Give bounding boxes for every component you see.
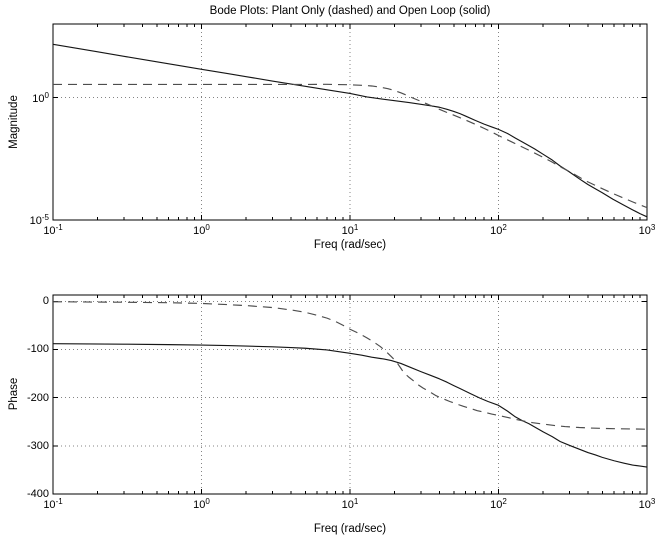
phase-x-tick-label: 103 (638, 497, 656, 511)
magnitude-axes-box (52, 23, 648, 221)
phase-y-tick-label: -400 (26, 488, 49, 500)
phase-y-tick-label: -200 (26, 391, 49, 404)
magnitude-x-tick-label: 102 (490, 223, 507, 237)
magnitude-curve-solid (52, 43, 648, 218)
phase-y-tick-label: -100 (26, 343, 49, 356)
phase-y-tick-label: -300 (26, 439, 49, 452)
phase-x-tick-label: 100 (193, 497, 210, 511)
phase-x-tick-label: 102 (490, 497, 507, 511)
magnitude-y-tick-label: 100 (32, 90, 49, 105)
phase-x-tick-label: 10-1 (43, 497, 63, 511)
magnitude-x-tick-label: 103 (638, 223, 656, 237)
phase-curve-solid (52, 343, 648, 468)
magnitude-curve-dashed (53, 83, 648, 209)
magnitude-x-tick-label: 10-1 (43, 223, 63, 237)
phase-axes-box (52, 294, 648, 495)
freq-axis-label-top: Freq (rad/sec) (313, 239, 387, 251)
phase-x-tick-label: 101 (341, 497, 359, 511)
phase-y-tick-label: 0 (42, 295, 49, 308)
freq-axis-label-bottom: Freq (rad/sec) (313, 523, 387, 535)
magnitude-x-tick-label: 101 (341, 223, 359, 237)
figure-title: Bode Plots: Plant Only (dashed) and Open… (209, 5, 491, 17)
phase-curve-dashed (52, 301, 648, 430)
magnitude-x-tick-label: 100 (193, 223, 210, 237)
magnitude-y-tick-label: 10-5 (29, 213, 49, 227)
